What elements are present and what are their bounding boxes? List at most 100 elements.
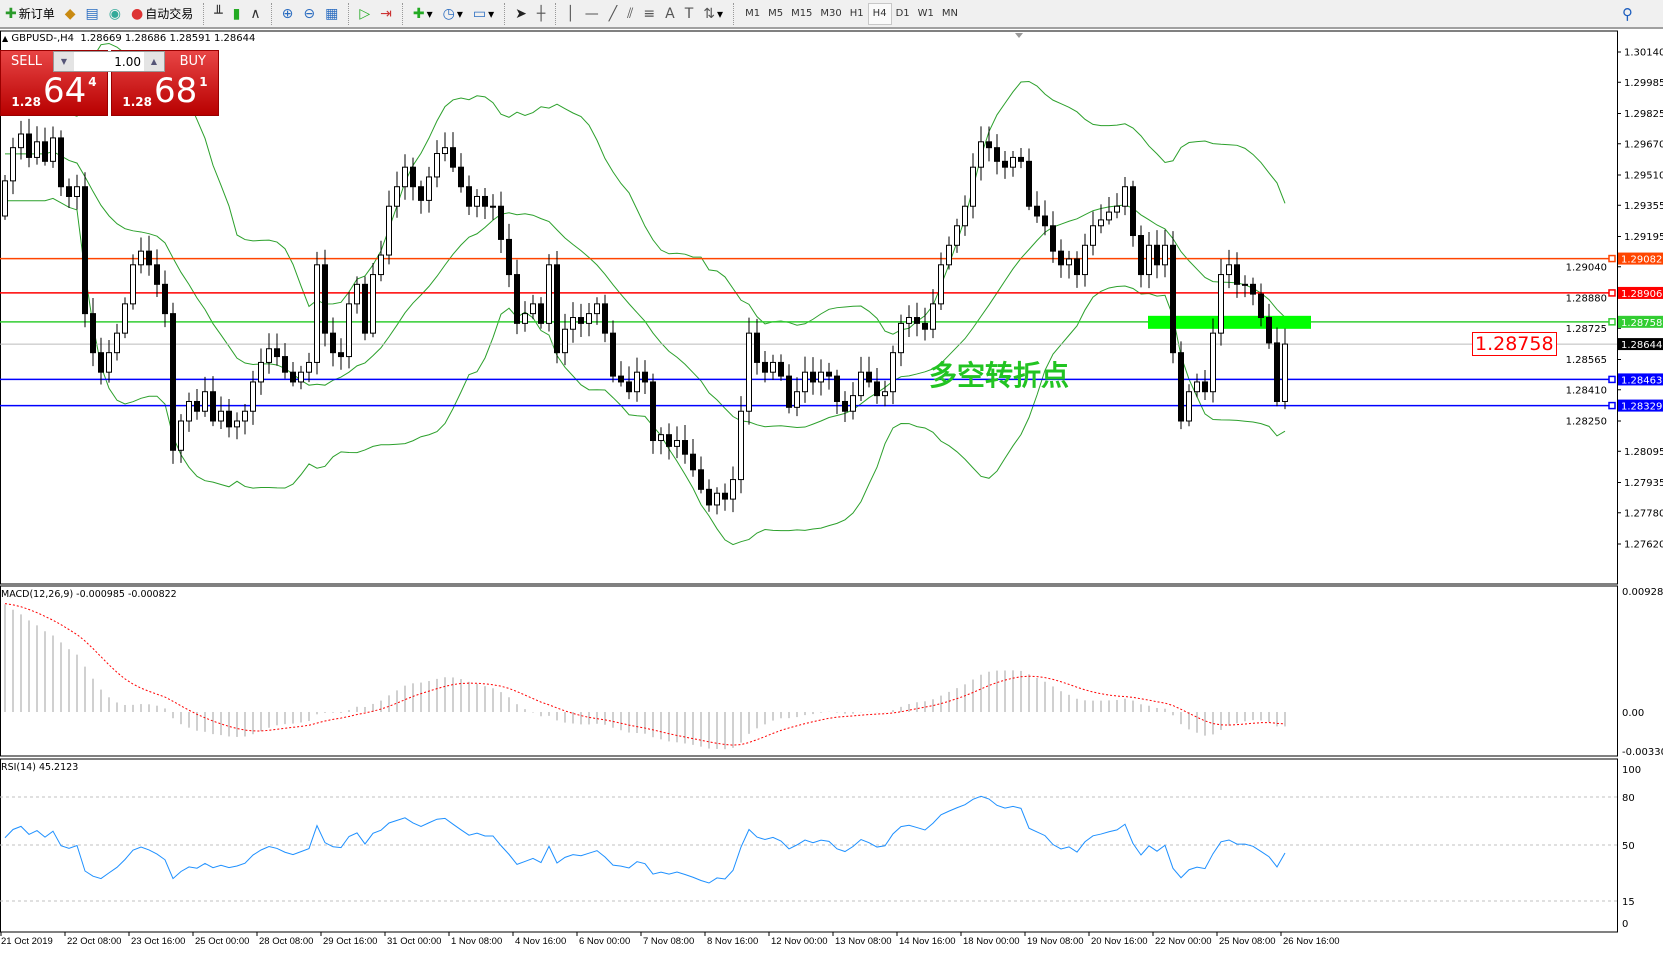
- candlestick-button[interactable]: ▮: [230, 2, 244, 26]
- candle-bearish: [922, 322, 928, 330]
- tile-windows-button[interactable]: ▦: [322, 2, 341, 26]
- timeframe-m1[interactable]: M1: [745, 8, 761, 19]
- main-pane-border: [0, 30, 1618, 585]
- time-label: 13 Nov 08:00: [835, 936, 892, 947]
- bollinger-lower-band: [5, 197, 1286, 546]
- zoom-in-button[interactable]: ⊕: [279, 2, 297, 26]
- candle-bearish: [482, 195, 488, 207]
- candle-bullish: [34, 141, 40, 158]
- bar-chart-icon: ╨: [214, 5, 223, 22]
- collapse-icon[interactable]: ▲: [2, 34, 9, 43]
- candle-bullish: [74, 186, 80, 197]
- auto-trading-button[interactable]: ● 自动交易: [130, 5, 194, 22]
- vertical-line-icon: │: [566, 5, 575, 22]
- arrows-button[interactable]: ⇅ ▾: [703, 5, 724, 22]
- candle-bullish: [1122, 186, 1128, 207]
- candle-bearish: [1170, 244, 1176, 354]
- candle-bullish: [394, 186, 400, 207]
- periods-button[interactable]: ◷ ▾: [442, 5, 463, 22]
- crosshair-button[interactable]: ┼: [534, 2, 548, 26]
- bid-tag: [1618, 338, 1663, 351]
- candle-bullish: [962, 205, 968, 227]
- candle-bullish: [738, 410, 744, 481]
- timeframe-mn[interactable]: MN: [941, 8, 958, 19]
- macd-axis-label: -0.003305: [1622, 747, 1663, 758]
- candle-bearish: [690, 453, 696, 471]
- buy-button[interactable]: BUY 1.28 68 1: [111, 50, 219, 116]
- zoom-out-button[interactable]: ⊖: [300, 2, 318, 26]
- time-label: 20 Nov 16:00: [1091, 936, 1148, 947]
- line-chart-button[interactable]: ∧: [247, 2, 263, 26]
- decrease-lot-button[interactable]: ▼: [54, 52, 74, 71]
- candle-bullish: [674, 440, 680, 447]
- candlestick-icon: ▮: [232, 5, 241, 22]
- lot-size-input[interactable]: [74, 52, 144, 71]
- time-label: 14 Nov 16:00: [899, 936, 956, 947]
- timeframe-m5[interactable]: M5: [768, 8, 784, 19]
- separator: [270, 2, 272, 25]
- candle-bullish: [586, 313, 592, 324]
- trendline-button[interactable]: ╱: [606, 2, 620, 26]
- fibonacci-button[interactable]: ≡: [640, 2, 658, 26]
- macd-pane-border: [0, 585, 1618, 757]
- horizontal-line-button[interactable]: —: [582, 2, 602, 26]
- candle-bullish: [770, 361, 776, 373]
- price-line-label: 1.28906: [1621, 289, 1662, 300]
- templates-button[interactable]: ▭ ▾: [472, 5, 495, 22]
- candle-bearish: [1050, 225, 1056, 252]
- chart-shift-button[interactable]: ⇥: [377, 2, 395, 26]
- candle-bearish: [834, 375, 840, 402]
- chart-area[interactable]: 1.30140 1.29985 1.29825 1.29670 1.29510 1.293…: [0, 29, 1663, 954]
- timeframe-h1[interactable]: H1: [849, 8, 864, 19]
- time-label: 7 Nov 08:00: [643, 936, 694, 947]
- cursor-icon: ➤: [515, 5, 527, 22]
- candle-bearish: [170, 313, 176, 451]
- signals-button[interactable]: ◉: [106, 2, 124, 26]
- candle-bullish: [858, 371, 864, 397]
- rsi-axis-label: 0: [1622, 919, 1628, 930]
- candle-bearish: [338, 352, 344, 358]
- timeframe-d1[interactable]: D1: [895, 8, 910, 19]
- timeframe-m15[interactable]: M15: [791, 8, 813, 19]
- timeframe-w1[interactable]: W1: [917, 8, 934, 19]
- new-order-button[interactable]: ✚ 新订单: [5, 5, 55, 22]
- template-icon: ▭: [472, 5, 487, 22]
- candle-bullish: [802, 371, 808, 393]
- channel-button[interactable]: ⫽: [624, 2, 636, 26]
- vertical-line-button[interactable]: │: [563, 2, 577, 26]
- price-tick-label: 1.29510: [1624, 171, 1663, 182]
- candle-bearish: [226, 410, 232, 428]
- market-watch-button[interactable]: ◆: [62, 2, 79, 26]
- search-icon[interactable]: ⚲: [1622, 5, 1633, 23]
- candle-bullish: [298, 371, 304, 383]
- cursor-button[interactable]: ➤: [512, 2, 530, 26]
- candle-bearish: [1018, 156, 1024, 162]
- increase-lot-button[interactable]: ▲: [144, 52, 164, 71]
- candle-bullish: [1218, 274, 1224, 334]
- candle-bullish: [1146, 244, 1152, 276]
- candle-bullish: [850, 395, 856, 412]
- auto-trading-icon: ●: [130, 5, 144, 22]
- candle-bullish: [490, 205, 496, 208]
- price-tick-label: 1.29195: [1624, 232, 1663, 243]
- candle-bullish: [1114, 205, 1120, 213]
- candle-bearish: [66, 186, 72, 197]
- timeframe-m30[interactable]: M30: [820, 8, 842, 19]
- macd-signal-line: [4, 603, 1286, 746]
- auto-scroll-button[interactable]: ▷: [356, 2, 373, 26]
- candle-bearish: [290, 371, 296, 383]
- timeframe-h4[interactable]: H4: [867, 2, 892, 25]
- candle-bullish: [442, 147, 448, 155]
- time-label: 23 Oct 16:00: [131, 936, 185, 947]
- zoom-out-icon: ⊖: [303, 5, 316, 22]
- indicators-button[interactable]: ✚ ▾: [412, 5, 433, 22]
- data-window-button[interactable]: ▤: [83, 2, 102, 26]
- candle-bearish: [282, 356, 288, 373]
- candle-bullish: [818, 371, 824, 383]
- text-button[interactable]: A: [662, 2, 678, 26]
- candle-bullish: [402, 166, 408, 188]
- candle-bullish: [546, 264, 552, 324]
- candle-bearish: [418, 186, 424, 201]
- bar-chart-button[interactable]: ╨: [211, 2, 225, 26]
- text-label-button[interactable]: T: [682, 2, 697, 26]
